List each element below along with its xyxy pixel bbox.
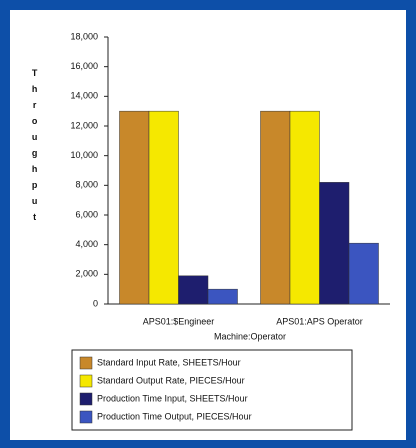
y-tick-label: 0 (93, 298, 98, 308)
bar (119, 110, 150, 305)
y-tick-label: 6,000 (75, 209, 98, 219)
bar (260, 110, 291, 305)
y-tick-label: 2,000 (75, 269, 98, 279)
legend-label: Standard Output Rate, PIECES/Hour (97, 375, 245, 385)
y-tick-label: 4,000 (75, 239, 98, 249)
y-tick-label: 14,000 (70, 91, 98, 101)
legend-label: Standard Input Rate, SHEETS/Hour (97, 357, 241, 367)
bar (148, 110, 179, 305)
legend-swatch (79, 410, 93, 424)
y-axis-label: Throughput (30, 68, 40, 228)
x-tick-label: APS01:APS Operator (276, 316, 363, 326)
legend-swatch (79, 392, 93, 406)
legend-label: Production Time Output, PIECES/Hour (97, 411, 252, 421)
y-tick-label: 8,000 (75, 180, 98, 190)
legend-swatch (79, 356, 93, 370)
x-axis-label: Machine:Operator (214, 331, 286, 341)
bar (348, 242, 379, 305)
y-tick-label: 12,000 (70, 120, 98, 130)
y-tick-label: 18,000 (70, 31, 98, 41)
legend-swatch (79, 374, 93, 388)
bar (178, 275, 209, 305)
legend (71, 349, 353, 431)
x-tick-label: APS01:$Engineer (143, 316, 215, 326)
bar (207, 288, 238, 305)
y-tick-label: 16,000 (70, 61, 98, 71)
bar (289, 110, 320, 305)
bar (319, 182, 350, 305)
y-tick-label: 10,000 (70, 150, 98, 160)
legend-label: Production Time Input, SHEETS/Hour (97, 393, 248, 403)
